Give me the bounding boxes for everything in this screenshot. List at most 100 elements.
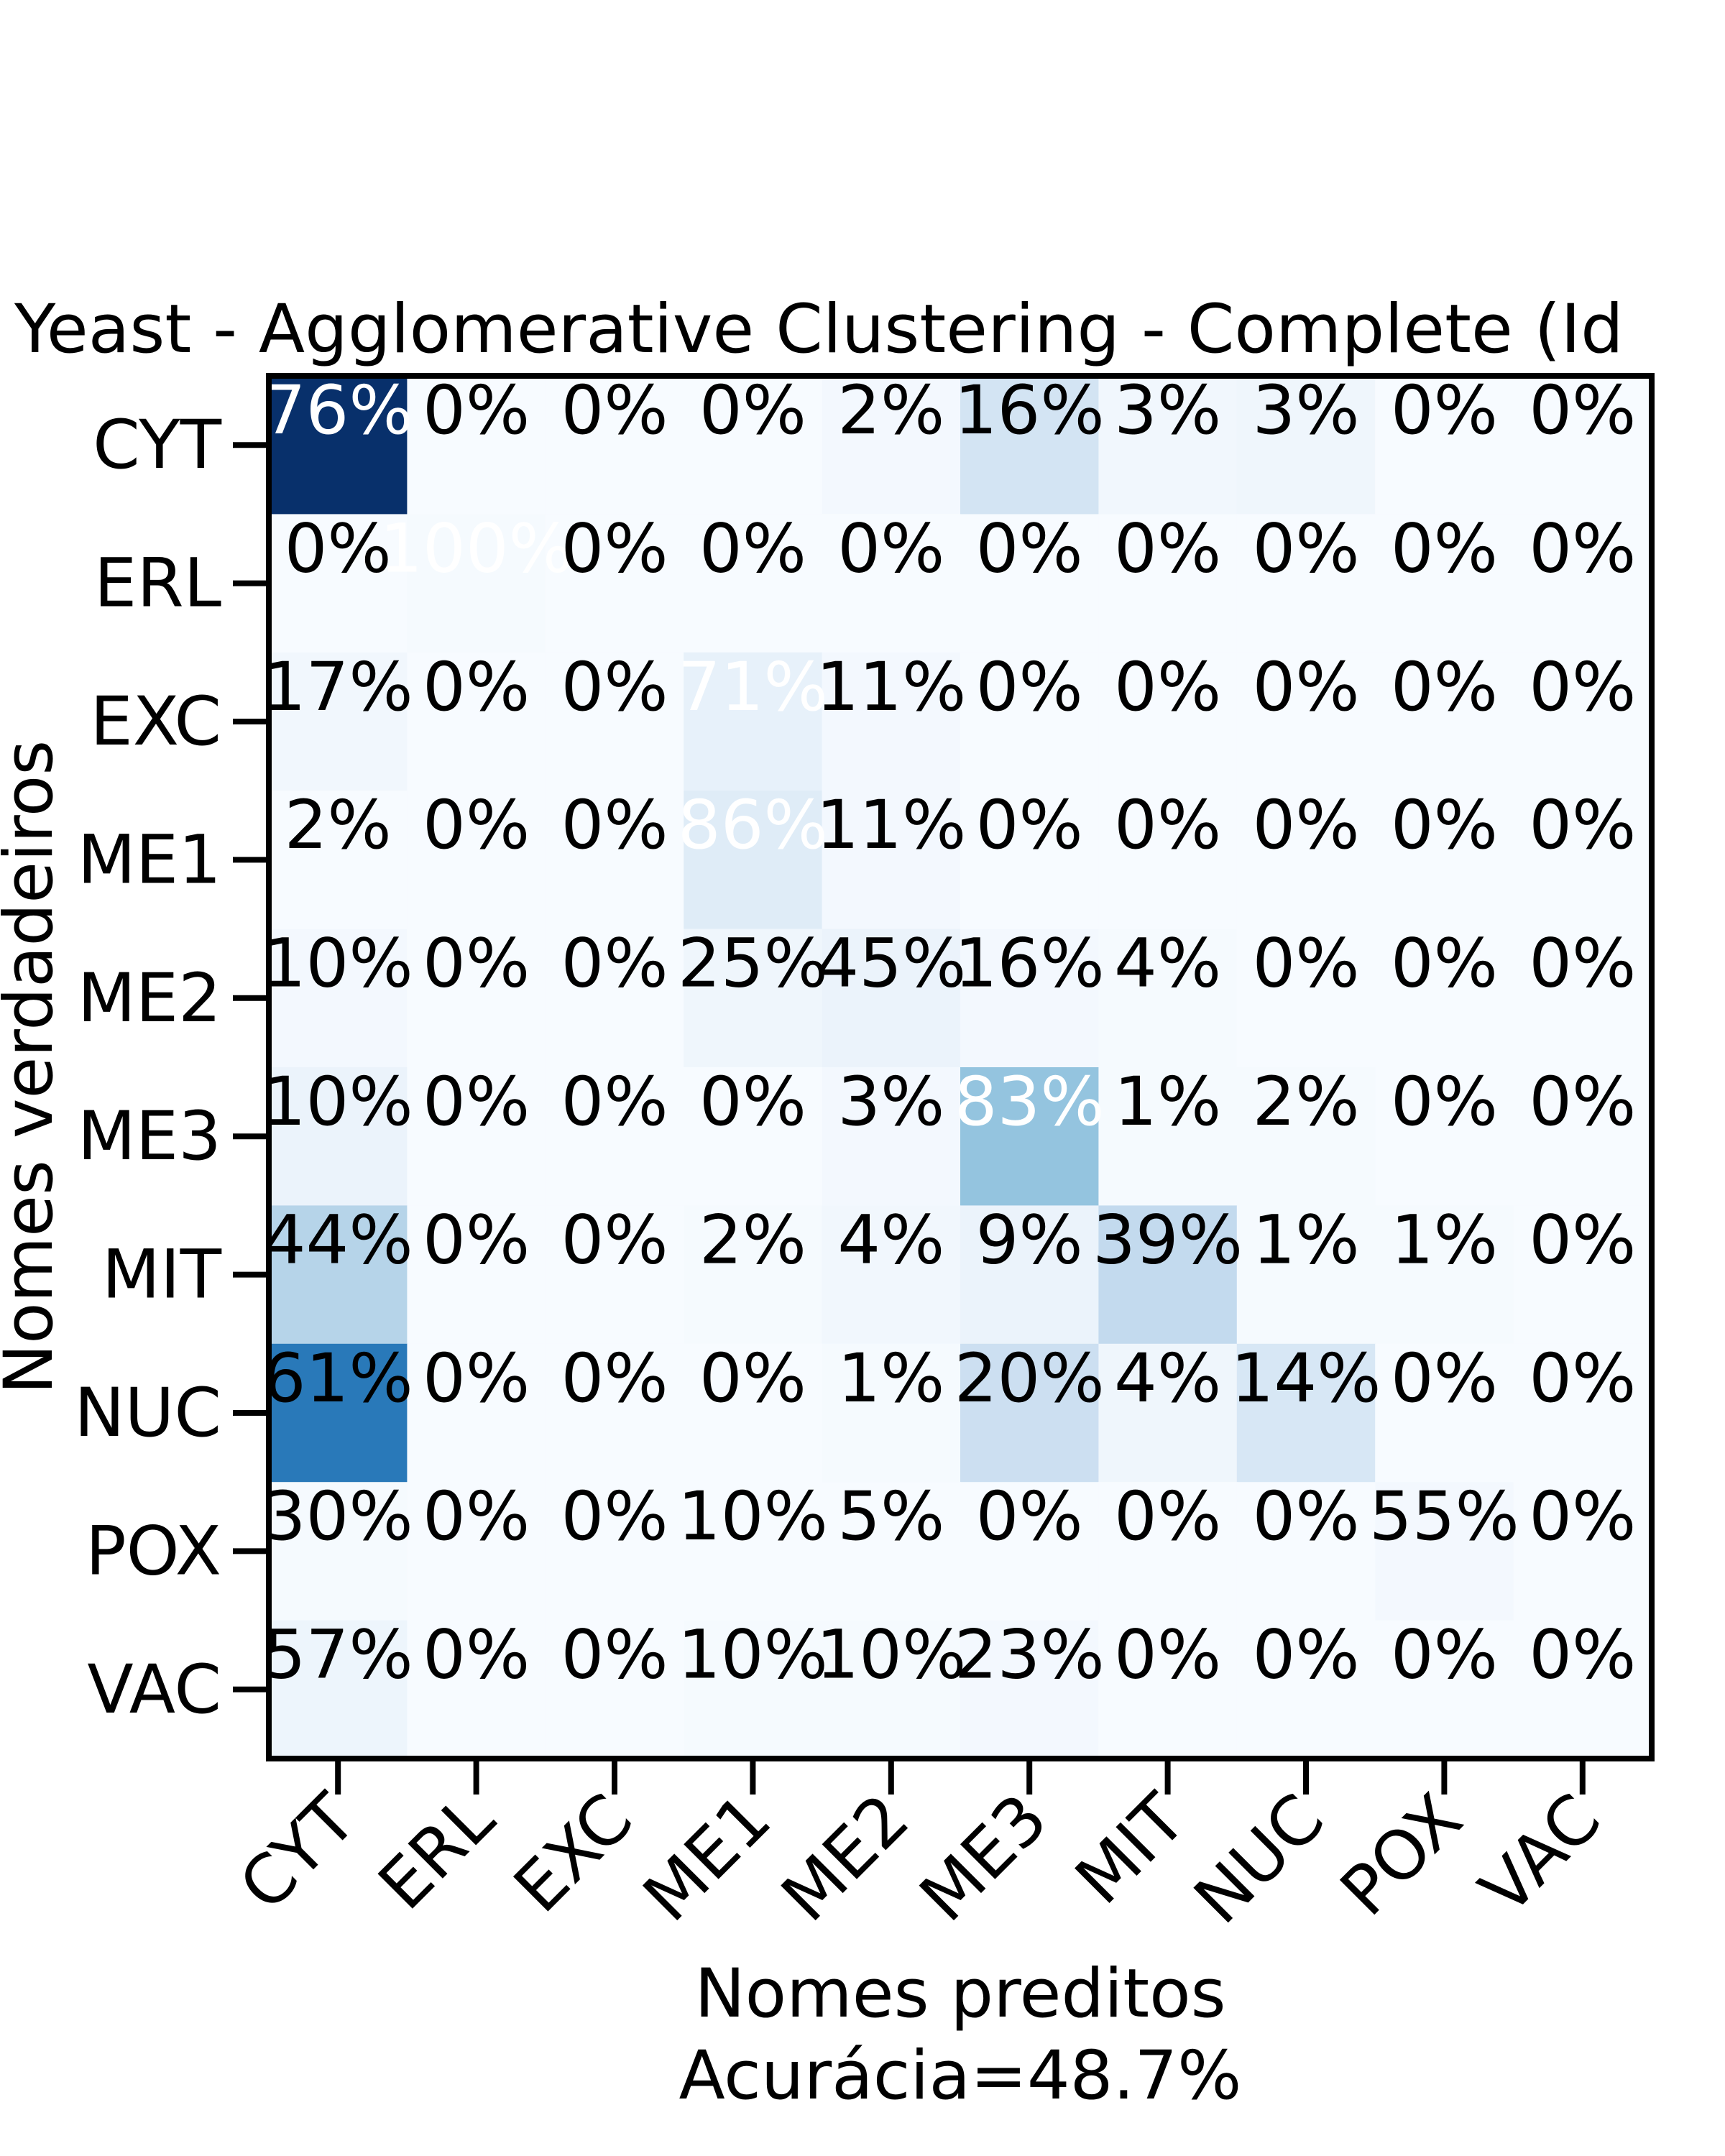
heatmap-cell (1513, 1482, 1652, 1621)
y-tick-label: VAC (87, 1651, 221, 1729)
heatmap-cell (269, 1620, 408, 1759)
heatmap-cell (407, 1067, 546, 1206)
cell-value-label: 0% (976, 648, 1083, 727)
heatmap-cell (1513, 1343, 1652, 1483)
cell-value-label: 0% (1391, 925, 1498, 1003)
cell-value-label: 4% (1114, 1340, 1221, 1418)
cell-value-label: 0% (561, 372, 668, 450)
cell-value-label: 0% (976, 1478, 1083, 1556)
heatmap-cell (960, 1205, 1099, 1345)
cell-value-label: 0% (423, 1478, 530, 1556)
cell-value-label: 10% (263, 1063, 413, 1141)
heatmap-cell (684, 1482, 823, 1621)
heatmap-cell (822, 791, 961, 930)
heatmap-cell (1513, 791, 1652, 930)
x-tick-label: ERL (364, 1779, 510, 1925)
heatmap-cell (1513, 652, 1652, 791)
heatmap-cell (545, 1343, 684, 1483)
heatmap-cell (545, 1067, 684, 1206)
chart-title: Yeast - Agglomerative Clustering - Compl… (14, 290, 1624, 369)
heatmap-cell (684, 1343, 823, 1483)
cell-value-label: 0% (699, 1063, 806, 1141)
x-tick-label: EXC (500, 1779, 648, 1927)
heatmap-cell (269, 1482, 408, 1621)
cell-value-label: 0% (699, 372, 806, 450)
y-tick-label: NUC (74, 1374, 221, 1452)
heatmap-cell (1375, 1205, 1514, 1345)
y-axis: CYT ERL EXC ME1 ME2 ME3 MIT NUC POX VAC (74, 406, 269, 1729)
cell-value-label: 16% (954, 372, 1105, 450)
heatmap-cell (684, 1067, 823, 1206)
heatmap-cell (1375, 376, 1514, 515)
heatmap-cell (960, 1343, 1099, 1483)
heatmap-cell (1098, 1205, 1238, 1345)
cell-value-label: 0% (1529, 1201, 1636, 1279)
heatmap-cell (1236, 1067, 1376, 1206)
cell-value-label: 61% (263, 1340, 413, 1418)
heatmap-cell (1375, 1620, 1514, 1759)
cell-value-label: 2% (699, 1201, 806, 1279)
cell-value-label: 14% (1231, 1340, 1381, 1418)
cell-value-label: 0% (423, 786, 530, 865)
heatmap-cell (269, 791, 408, 930)
heatmap-cell (960, 791, 1099, 930)
heatmap-cell (1098, 791, 1238, 930)
heatmap-cell (1236, 1343, 1376, 1483)
heatmap-cell (545, 652, 684, 791)
cell-value-label: 1% (1114, 1063, 1221, 1141)
heatmap-cells (269, 376, 1652, 1759)
heatmap-cell (960, 1620, 1099, 1759)
heatmap-cell (1513, 1620, 1652, 1759)
cell-value-label: 0% (561, 648, 668, 727)
heatmap-cell (684, 1620, 823, 1759)
heatmap-cell (1375, 791, 1514, 930)
cell-value-label: 3% (1114, 372, 1221, 450)
x-tick-label: POX (1326, 1779, 1478, 1931)
heatmap-cell (407, 929, 546, 1068)
cell-value-label: 17% (263, 648, 413, 727)
heatmap-cell (1236, 652, 1376, 791)
heatmap-cell (960, 652, 1099, 791)
cell-value-label: 0% (1114, 786, 1221, 865)
heatmap-cell (684, 1205, 823, 1345)
cell-value-label: 1% (837, 1340, 944, 1418)
heatmap-cell (1098, 1343, 1238, 1483)
cell-value-label: 10% (678, 1478, 828, 1556)
heatmap-cell (960, 514, 1099, 653)
heatmap-cell (1236, 1482, 1376, 1621)
cell-value-label: 83% (954, 1063, 1105, 1141)
y-tick-label: ME1 (78, 821, 221, 899)
cell-value-label: 0% (1391, 1063, 1498, 1141)
heatmap-cell (822, 1067, 961, 1206)
heatmap-cell (545, 1620, 684, 1759)
cell-value-label: 0% (561, 1616, 668, 1695)
cell-value-label: 100% (380, 510, 573, 588)
heatmap-cell (960, 929, 1099, 1068)
heatmap-cell (407, 1482, 546, 1621)
cell-value-label: 45% (816, 925, 966, 1003)
heatmap-cell (407, 1343, 546, 1483)
heatmap-cell (822, 1205, 961, 1345)
cell-value-label: 0% (1252, 1616, 1359, 1695)
cell-value-label: 10% (816, 1616, 966, 1695)
x-axis-label: Nomes preditos (694, 1955, 1225, 2033)
cell-value-label: 0% (1114, 1616, 1221, 1695)
heatmap-cell (822, 1620, 961, 1759)
cell-value-label: 0% (423, 1340, 530, 1418)
cell-value-label: 0% (423, 1616, 530, 1695)
cell-value-label: 0% (1529, 372, 1636, 450)
cell-value-label: 4% (1114, 925, 1221, 1003)
heatmap-cell (1098, 514, 1238, 653)
heatmap-cell (545, 929, 684, 1068)
cell-value-label: 71% (678, 648, 828, 727)
cell-value-label: 0% (1252, 1478, 1359, 1556)
cell-value-label: 11% (816, 648, 966, 727)
cell-value-label: 0% (1391, 510, 1498, 588)
cell-value-label: 0% (561, 510, 668, 588)
cell-value-label: 0% (1391, 1616, 1498, 1695)
cell-value-label: 0% (699, 510, 806, 588)
heatmap-cell (822, 1343, 961, 1483)
heatmap-cell (1236, 929, 1376, 1068)
cell-value-label: 0% (1391, 372, 1498, 450)
